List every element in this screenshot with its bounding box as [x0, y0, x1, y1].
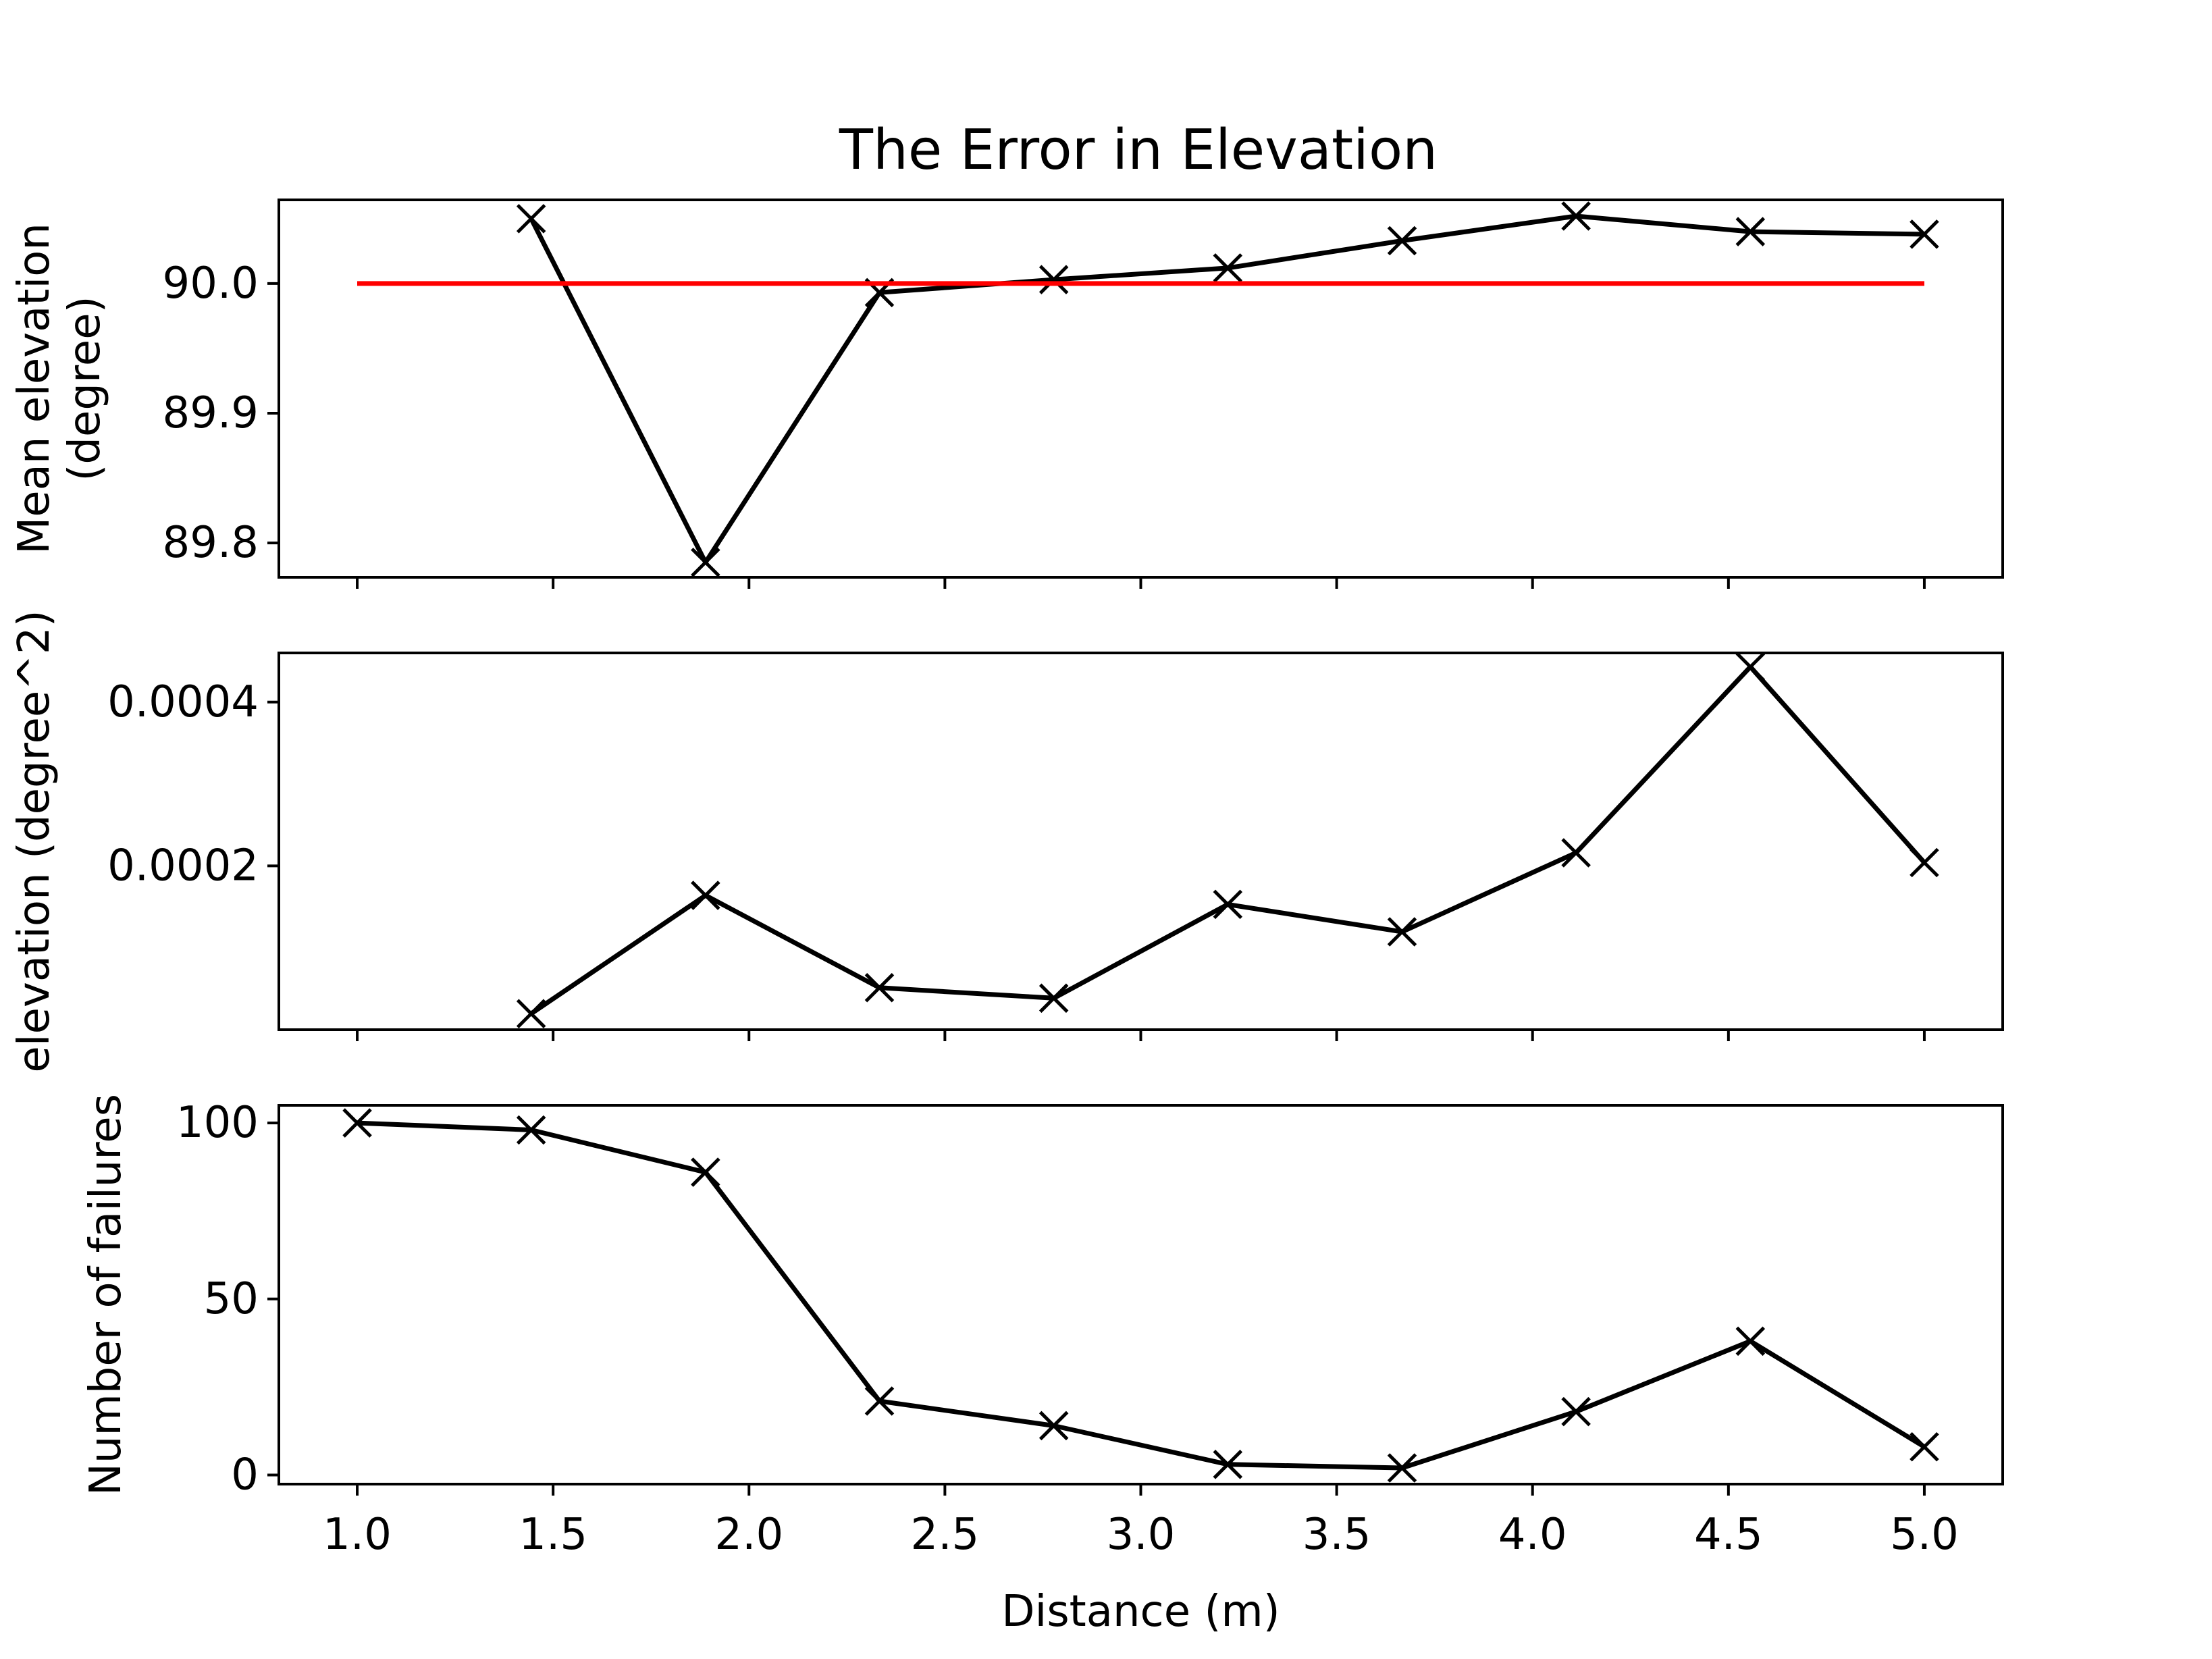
x-marker-stroke — [1910, 847, 1939, 878]
y-tick-label: 89.8 — [163, 518, 259, 568]
y-axis-label-line: (degree) — [60, 296, 110, 481]
y-tick-label: 0 — [231, 1450, 259, 1500]
x-marker-stroke — [864, 973, 895, 1003]
x-marker-stroke — [1910, 219, 1939, 249]
subplot-2-point-4 — [1038, 983, 1069, 1013]
y-tick-label: 0.0002 — [107, 841, 259, 891]
subplot-3-point-9 — [1735, 1326, 1766, 1357]
subplot-2-point-7 — [1561, 838, 1591, 868]
y-tick-label: 0.0004 — [107, 677, 259, 727]
x-marker-stroke — [516, 1115, 546, 1145]
x-marker-stroke — [1213, 889, 1243, 920]
x-marker-stroke — [1387, 226, 1417, 256]
subplot-2-y-axis-label: elevation (degree^2) — [9, 610, 59, 1072]
x-marker-stroke — [1735, 1326, 1766, 1357]
x-tick-label: 2.0 — [714, 1510, 783, 1560]
y-tick-label: 89.9 — [163, 388, 259, 438]
x-tick-label: 4.5 — [1694, 1510, 1763, 1560]
x-marker-stroke — [691, 880, 720, 910]
subplot-2-point-3 — [864, 973, 895, 1003]
x-marker-stroke — [516, 204, 546, 234]
subplots: 89.8 89.9 90.0 Mean elevation(degree) 0.0002… — [9, 199, 2004, 1637]
x-marker-stroke — [1038, 983, 1069, 1013]
x-marker-stroke — [1038, 1411, 1069, 1441]
x-marker-stroke — [1561, 838, 1591, 868]
x-tick-label: 3.0 — [1107, 1510, 1176, 1560]
y-axis-label-line: elevation (degree^2) — [9, 610, 59, 1072]
y-axis-label-line: Mean elevation — [9, 223, 59, 554]
y-axis-label-line: Number of failures — [81, 1094, 131, 1496]
subplot-2-point-1 — [516, 999, 546, 1028]
subplot-1-point-8 — [1735, 217, 1766, 246]
x-marker-stroke — [1561, 1396, 1591, 1427]
x-marker-stroke — [864, 1386, 895, 1416]
subplot-3-point-1 — [342, 1108, 372, 1138]
subplot-2-point-9 — [1910, 847, 1939, 878]
x-tick-label: 3.5 — [1302, 1510, 1371, 1560]
subplot-3-point-5 — [1038, 1411, 1069, 1441]
subplot-3-y-axis-label: Number of failures — [81, 1094, 131, 1496]
subplot-3-point-3 — [691, 1157, 720, 1187]
x-marker-stroke — [1213, 1450, 1243, 1479]
subplot-1-point-6 — [1387, 226, 1417, 256]
subplot-3: 0 50 100 1.0 1.5 2.0 2.5 3.0 3.5 4.0 4.5 5.0 Number … — [81, 1094, 2004, 1637]
y-tick-label: 100 — [176, 1098, 259, 1148]
x-marker-stroke — [1387, 1453, 1417, 1483]
subplot-1-point-4 — [1038, 265, 1069, 294]
x-tick-label: 2.5 — [910, 1510, 979, 1560]
x-marker-stroke — [1561, 201, 1591, 231]
subplot-3-point-10 — [1910, 1431, 1939, 1462]
subplot-1-point-9 — [1910, 219, 1939, 249]
x-tick-label: 4.0 — [1498, 1510, 1567, 1560]
subplot-3-point-2 — [516, 1115, 546, 1145]
subplot-1-point-7 — [1561, 201, 1591, 231]
subplot-1-point-5 — [1213, 253, 1243, 283]
x-axis-label: Distance (m) — [1001, 1587, 1280, 1637]
subplot-3-series-1-line — [354, 1120, 1927, 1471]
x-tick-label: 1.5 — [519, 1510, 587, 1560]
x-marker-stroke — [1038, 265, 1069, 294]
subplot-2: 0.0002 0.0004 elevation (degree^2) — [9, 610, 2004, 1073]
x-marker-stroke — [1735, 652, 1766, 682]
x-marker-stroke — [691, 1157, 720, 1187]
subplot-2-point-6 — [1387, 917, 1417, 947]
subplot-1: 89.8 89.9 90.0 Mean elevation(degree) — [9, 199, 2004, 589]
x-marker-stroke — [1387, 917, 1417, 947]
subplot-1-y-axis-label: Mean elevation(degree) — [9, 223, 110, 554]
y-tick-label: 90.0 — [163, 259, 259, 309]
x-marker-stroke — [1213, 253, 1243, 283]
subplot-3-point-8 — [1561, 1396, 1591, 1427]
subplot-2-point-5 — [1213, 889, 1243, 920]
chart-title: The Error in Elevation — [839, 118, 1438, 182]
subplot-2-point-8 — [1735, 652, 1766, 682]
subplot-2-point-2 — [691, 880, 720, 910]
x-marker-stroke — [1910, 1431, 1939, 1462]
x-marker-stroke — [342, 1108, 372, 1138]
subplot-3-point-7 — [1387, 1453, 1417, 1483]
x-marker-stroke — [1735, 217, 1766, 246]
subplot-3-point-6 — [1213, 1450, 1243, 1479]
subplot-1-point-1 — [516, 204, 546, 234]
subplot-3-point-4 — [864, 1386, 895, 1416]
x-tick-label: 1.0 — [323, 1510, 392, 1560]
x-marker-stroke — [516, 999, 546, 1028]
y-tick-label: 50 — [204, 1274, 259, 1324]
subplot-1-point-2 — [691, 548, 720, 577]
x-tick-label: 5.0 — [1890, 1510, 1959, 1560]
x-marker-stroke — [691, 548, 720, 577]
